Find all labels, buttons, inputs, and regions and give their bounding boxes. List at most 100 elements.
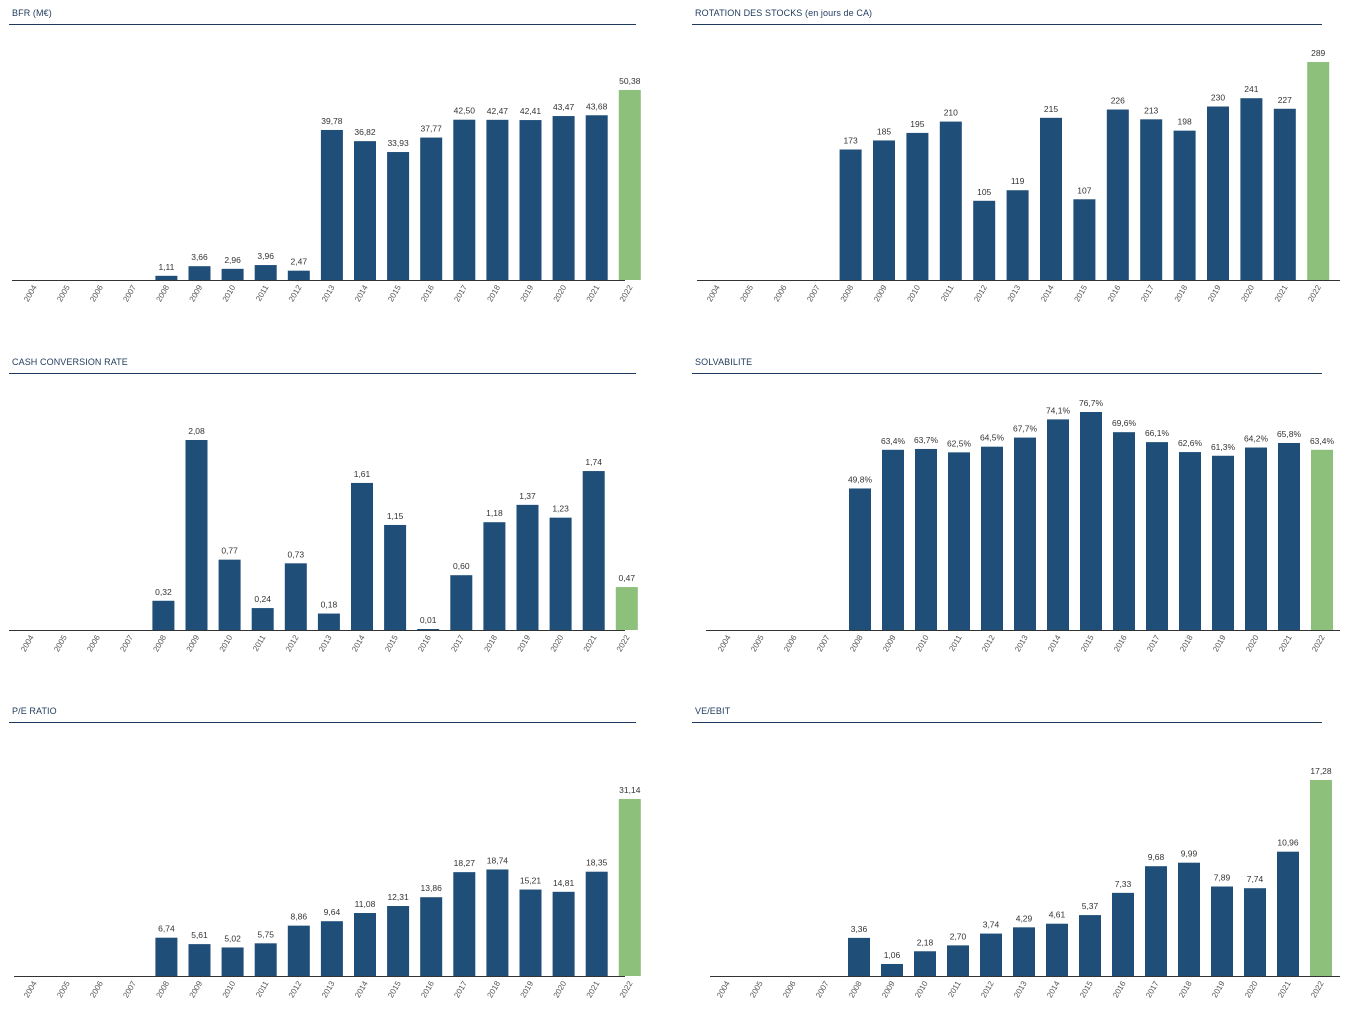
x-tick-label: 2009 (880, 979, 897, 999)
bar (254, 265, 277, 280)
x-tick-label: 2010 (221, 979, 238, 999)
x-tick-label: 2012 (979, 979, 996, 999)
x-tick-label: 2015 (383, 633, 400, 653)
chart-title: BFR (M€) (12, 8, 52, 18)
bar-value-label: 18,27 (454, 858, 476, 868)
bar-value-label: 65,8% (1277, 429, 1302, 439)
x-tick-label: 2011 (254, 283, 271, 303)
bar (155, 937, 178, 976)
x-tick-label: 2012 (287, 979, 304, 999)
x-tick-label: 2017 (1144, 979, 1161, 999)
bar (221, 268, 244, 280)
x-tick-label: 2008 (154, 979, 171, 999)
bar (585, 115, 608, 280)
bar-value-label: 2,96 (224, 255, 241, 265)
x-tick-label: 2017 (1139, 283, 1156, 303)
bar (1073, 199, 1096, 280)
bar (618, 90, 641, 280)
bar-value-label: 0,73 (288, 549, 305, 559)
bar-chart-svg: 2004 2005 2006 2007 1,11 2008 3,66 2009 2,96 2010… (12, 76, 641, 303)
bar-value-label: 61,3% (1211, 442, 1236, 452)
bar (915, 448, 937, 630)
x-tick-label: 2021 (585, 283, 602, 303)
x-tick-label: 2015 (1078, 979, 1095, 999)
x-tick-label: 2021 (1277, 633, 1294, 653)
bar (1106, 109, 1129, 280)
x-tick-label: 2011 (251, 633, 268, 653)
bar-value-label: 5,61 (191, 930, 208, 940)
bar-value-label: 37,77 (421, 124, 443, 134)
x-tick-label: 2004 (716, 633, 733, 653)
bar (317, 613, 340, 630)
bar-value-label: 64,5% (980, 433, 1005, 443)
bar (615, 587, 638, 630)
x-tick-label: 2004 (22, 979, 39, 999)
x-tick-label: 2020 (552, 979, 569, 999)
x-tick-label: 2007 (805, 283, 822, 303)
x-tick-label: 2013 (320, 283, 337, 303)
x-tick-label: 2015 (386, 283, 403, 303)
bar (420, 137, 443, 280)
x-tick-label: 2013 (1012, 979, 1029, 999)
x-tick-label: 2006 (85, 633, 102, 653)
bar-value-label: 17,28 (1310, 766, 1332, 776)
bar-value-label: 227 (1278, 95, 1292, 105)
bar (1014, 437, 1036, 630)
bar (354, 913, 376, 976)
pe-ratio-chart: P/E RATIO 2004 2005 2006 2007 6,74 2008 5,61 20… (9, 698, 659, 1028)
bar-value-label: 31,14 (619, 785, 641, 795)
x-tick-label: 2005 (738, 283, 755, 303)
bar (188, 944, 211, 976)
bar-value-label: 62,6% (1178, 438, 1203, 448)
x-tick-label: 2008 (848, 633, 865, 653)
x-tick-label: 2017 (452, 979, 469, 999)
x-tick-label: 2007 (815, 633, 832, 653)
x-tick-label: 2015 (386, 979, 403, 999)
bar (1080, 412, 1102, 630)
chart-title: VE/EBIT (695, 706, 731, 716)
x-tick-label: 2016 (1111, 979, 1128, 999)
bar-chart-svg: 2004 2005 2006 2007 49,8% 2008 63,4% 2009 63,7% 2… (706, 398, 1340, 653)
bar-value-label: 1,23 (552, 504, 569, 514)
bar-value-label: 213 (1144, 105, 1158, 115)
bar (939, 121, 962, 280)
bar (1179, 452, 1201, 630)
x-tick-label: 2005 (749, 633, 766, 653)
bar-value-label: 4,29 (1016, 913, 1033, 923)
bar-value-label: 185 (877, 126, 891, 136)
bar (1146, 442, 1168, 630)
x-tick-label: 2018 (1173, 283, 1190, 303)
bar-value-label: 289 (1311, 48, 1325, 58)
bar (320, 921, 343, 976)
x-tick-label: 2008 (847, 979, 864, 999)
bar (284, 563, 307, 630)
bar (1040, 117, 1062, 280)
bar-value-label: 2,47 (291, 257, 308, 267)
x-tick-label: 2013 (1013, 633, 1030, 653)
bar-value-label: 3,96 (257, 251, 274, 261)
bar-value-label: 2,08 (188, 426, 205, 436)
x-tick-label: 2008 (839, 283, 856, 303)
bar-value-label: 6,74 (158, 924, 175, 934)
x-tick-label: 2020 (552, 283, 569, 303)
bar-value-label: 7,74 (1247, 874, 1264, 884)
x-tick-label: 2014 (353, 283, 370, 303)
bar (1273, 108, 1296, 281)
bar-value-label: 36,82 (354, 127, 376, 137)
bar-value-label: 10,96 (1277, 838, 1299, 848)
bar (351, 482, 373, 630)
bar-value-label: 0,32 (155, 587, 172, 597)
bar-value-label: 18,74 (487, 855, 509, 865)
x-tick-label: 2013 (1006, 283, 1023, 303)
bar (188, 266, 211, 280)
bar-value-label: 39,78 (321, 116, 343, 126)
x-tick-label: 2014 (350, 633, 367, 653)
bar-value-label: 62,5% (947, 438, 972, 448)
title-rule (692, 24, 1322, 25)
bar-value-label: 241 (1244, 84, 1258, 94)
bar (1207, 106, 1229, 280)
x-tick-label: 2010 (218, 633, 235, 653)
bar-value-label: 42,47 (487, 106, 509, 116)
bar-value-label: 2,70 (950, 931, 967, 941)
bar-value-label: 9,99 (1181, 849, 1198, 859)
